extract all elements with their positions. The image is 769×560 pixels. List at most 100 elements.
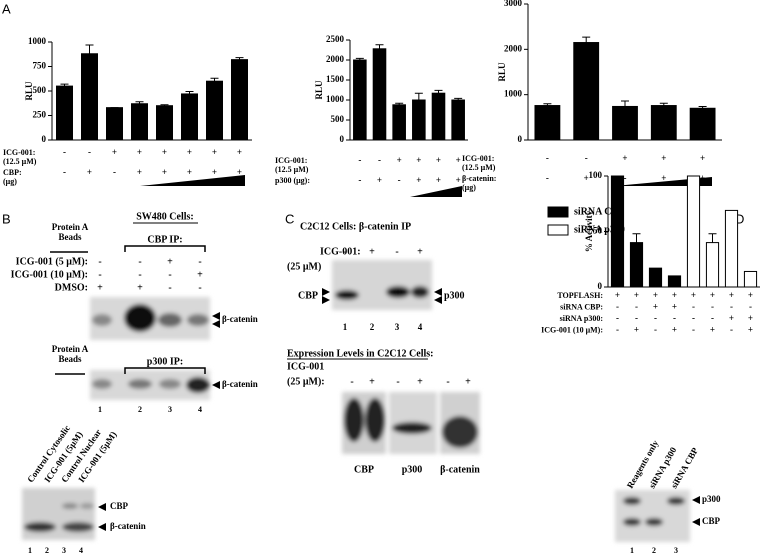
band-label: CBP bbox=[110, 501, 129, 511]
error-bar bbox=[659, 102, 668, 106]
error-bar bbox=[160, 104, 169, 106]
y-tick-label: 50 bbox=[593, 226, 603, 236]
condition-sign: - bbox=[654, 325, 657, 335]
error-bar bbox=[543, 103, 552, 106]
treatment-label: (25 μM) bbox=[287, 261, 321, 272]
bar bbox=[131, 103, 148, 141]
condition-label: ICG-001: bbox=[275, 156, 307, 165]
condition-sign: + bbox=[615, 290, 620, 300]
condition-label: p300 (μg): bbox=[275, 176, 310, 185]
panel-title: SW480 Cells: bbox=[136, 211, 194, 222]
condition-sign: + bbox=[237, 147, 242, 157]
condition-sign: - bbox=[168, 269, 171, 280]
condition-sign: - bbox=[616, 313, 619, 323]
condition-sign: - bbox=[98, 256, 101, 267]
condition-label: CBP: bbox=[3, 168, 22, 177]
lane-number: 1 bbox=[98, 405, 102, 414]
condition-sign: + bbox=[729, 290, 734, 300]
y-tick-label: 500 bbox=[331, 114, 345, 124]
bar bbox=[612, 105, 638, 141]
bar bbox=[573, 42, 600, 141]
treatment-label: (25 μM): bbox=[287, 376, 325, 387]
y-tick-label: 1500 bbox=[326, 74, 345, 84]
y-tick-label: 1000 bbox=[326, 94, 345, 104]
bar bbox=[231, 59, 248, 141]
y-tick-label: 0 bbox=[518, 134, 523, 144]
condition-sign: + bbox=[622, 153, 627, 163]
condition-label: β-catenin: bbox=[462, 174, 496, 183]
condition-sign: + bbox=[137, 167, 142, 177]
condition-sign: + bbox=[167, 256, 173, 267]
condition-unit: (12.5 μM) bbox=[3, 157, 37, 166]
bar bbox=[686, 175, 701, 288]
error-bar bbox=[621, 100, 629, 107]
treatment-label: ICG-001: bbox=[320, 246, 361, 257]
blot-images bbox=[22, 260, 690, 542]
lane-number: 1 bbox=[28, 546, 32, 555]
condition-sign: - bbox=[396, 376, 399, 387]
error-bar bbox=[582, 36, 591, 43]
condition-sign: - bbox=[673, 313, 676, 323]
y-tick-label: 250 bbox=[33, 110, 47, 120]
condition-sign: + bbox=[162, 147, 167, 157]
condition-sign: - bbox=[168, 282, 171, 293]
condition-sign: - bbox=[88, 147, 91, 157]
condition-sign: - bbox=[98, 269, 101, 280]
condition-sign: - bbox=[711, 302, 714, 312]
condition-sign: + bbox=[691, 290, 696, 300]
condition-sign: + bbox=[137, 147, 142, 157]
condition-sign: - bbox=[624, 173, 627, 183]
lane-number: 1 bbox=[630, 546, 634, 555]
condition-sign: - bbox=[398, 175, 401, 185]
blot-label: CBP bbox=[354, 464, 374, 475]
legend-label: siRNA p300 bbox=[574, 224, 625, 235]
condition-sign: + bbox=[465, 376, 471, 387]
bar bbox=[206, 80, 223, 141]
lane-number: 4 bbox=[198, 405, 202, 414]
y-tick-label: 100 bbox=[589, 170, 603, 180]
condition-sign: + bbox=[729, 313, 734, 323]
condition-label: ICG-001 (10 μM): bbox=[541, 325, 603, 334]
bar bbox=[705, 242, 720, 288]
lane-number: 1 bbox=[343, 322, 348, 332]
error-bar bbox=[632, 233, 641, 243]
error-bar bbox=[85, 44, 94, 54]
panel-label: A bbox=[2, 1, 11, 16]
condition-label: DMSO: bbox=[55, 282, 88, 293]
condition-sign: - bbox=[198, 282, 201, 293]
beads-label: Beads bbox=[58, 232, 82, 242]
y-tick-label: 0 bbox=[42, 134, 47, 144]
beads-label: Protein A bbox=[52, 344, 89, 354]
condition-sign: - bbox=[585, 153, 588, 163]
condition-sign: + bbox=[436, 175, 441, 185]
band-label: β-catenin bbox=[222, 379, 258, 389]
band-label: CBP bbox=[298, 290, 318, 301]
ip-label: CBP IP: bbox=[147, 234, 182, 245]
bar bbox=[451, 99, 465, 141]
condition-sign: + bbox=[748, 313, 753, 323]
bar bbox=[743, 270, 758, 288]
condition-label: ICG-001 (5 μM): bbox=[16, 256, 88, 267]
bar bbox=[534, 105, 561, 141]
condition-label: ICG-001: bbox=[462, 154, 494, 163]
condition-label: siRNA CBP: bbox=[560, 302, 603, 311]
y-axis-label: RLU bbox=[497, 62, 507, 82]
lane-number: 4 bbox=[79, 546, 83, 555]
condition-sign: - bbox=[546, 173, 549, 183]
condition-sign: - bbox=[138, 256, 141, 267]
panel-label: C bbox=[285, 211, 294, 226]
panel-title: C2C12 Cells: β-catenin IP bbox=[300, 221, 411, 232]
condition-sign: - bbox=[616, 325, 619, 335]
condition-sign: + bbox=[369, 246, 375, 257]
beads-label: Protein A bbox=[52, 222, 89, 232]
condition-sign: - bbox=[616, 302, 619, 312]
lane-number: 2 bbox=[138, 405, 142, 414]
beads-label: Beads bbox=[58, 354, 82, 364]
condition-sign: + bbox=[710, 290, 715, 300]
condition-sign: + bbox=[187, 167, 192, 177]
bar bbox=[724, 209, 739, 288]
condition-sign: - bbox=[113, 167, 116, 177]
y-tick-label: 1000 bbox=[28, 36, 47, 46]
error-bar bbox=[395, 102, 404, 105]
bar bbox=[667, 275, 682, 288]
